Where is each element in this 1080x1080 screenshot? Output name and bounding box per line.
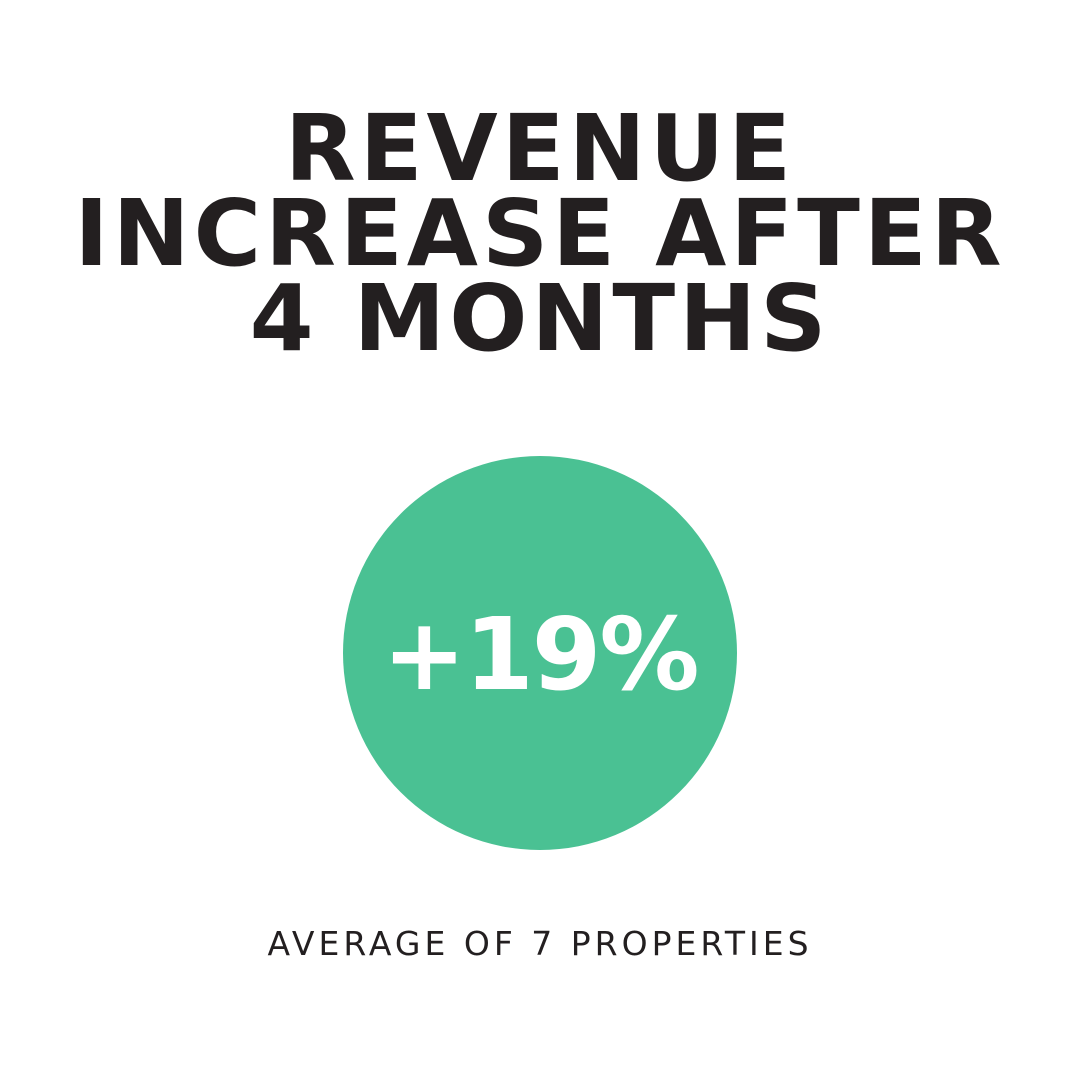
headline-line-2: INCREASE AFTER xyxy=(74,180,1006,287)
stat-value: +19% xyxy=(382,595,699,713)
stat-circle: +19% xyxy=(343,456,737,850)
headline-line-3: 4 MONTHS xyxy=(249,265,831,372)
caption: AVERAGE OF 7 PROPERTIES xyxy=(267,924,813,963)
headline-line-1: REVENUE xyxy=(284,95,796,202)
headline: REVENUE INCREASE AFTER 4 MONTHS xyxy=(0,95,1080,372)
